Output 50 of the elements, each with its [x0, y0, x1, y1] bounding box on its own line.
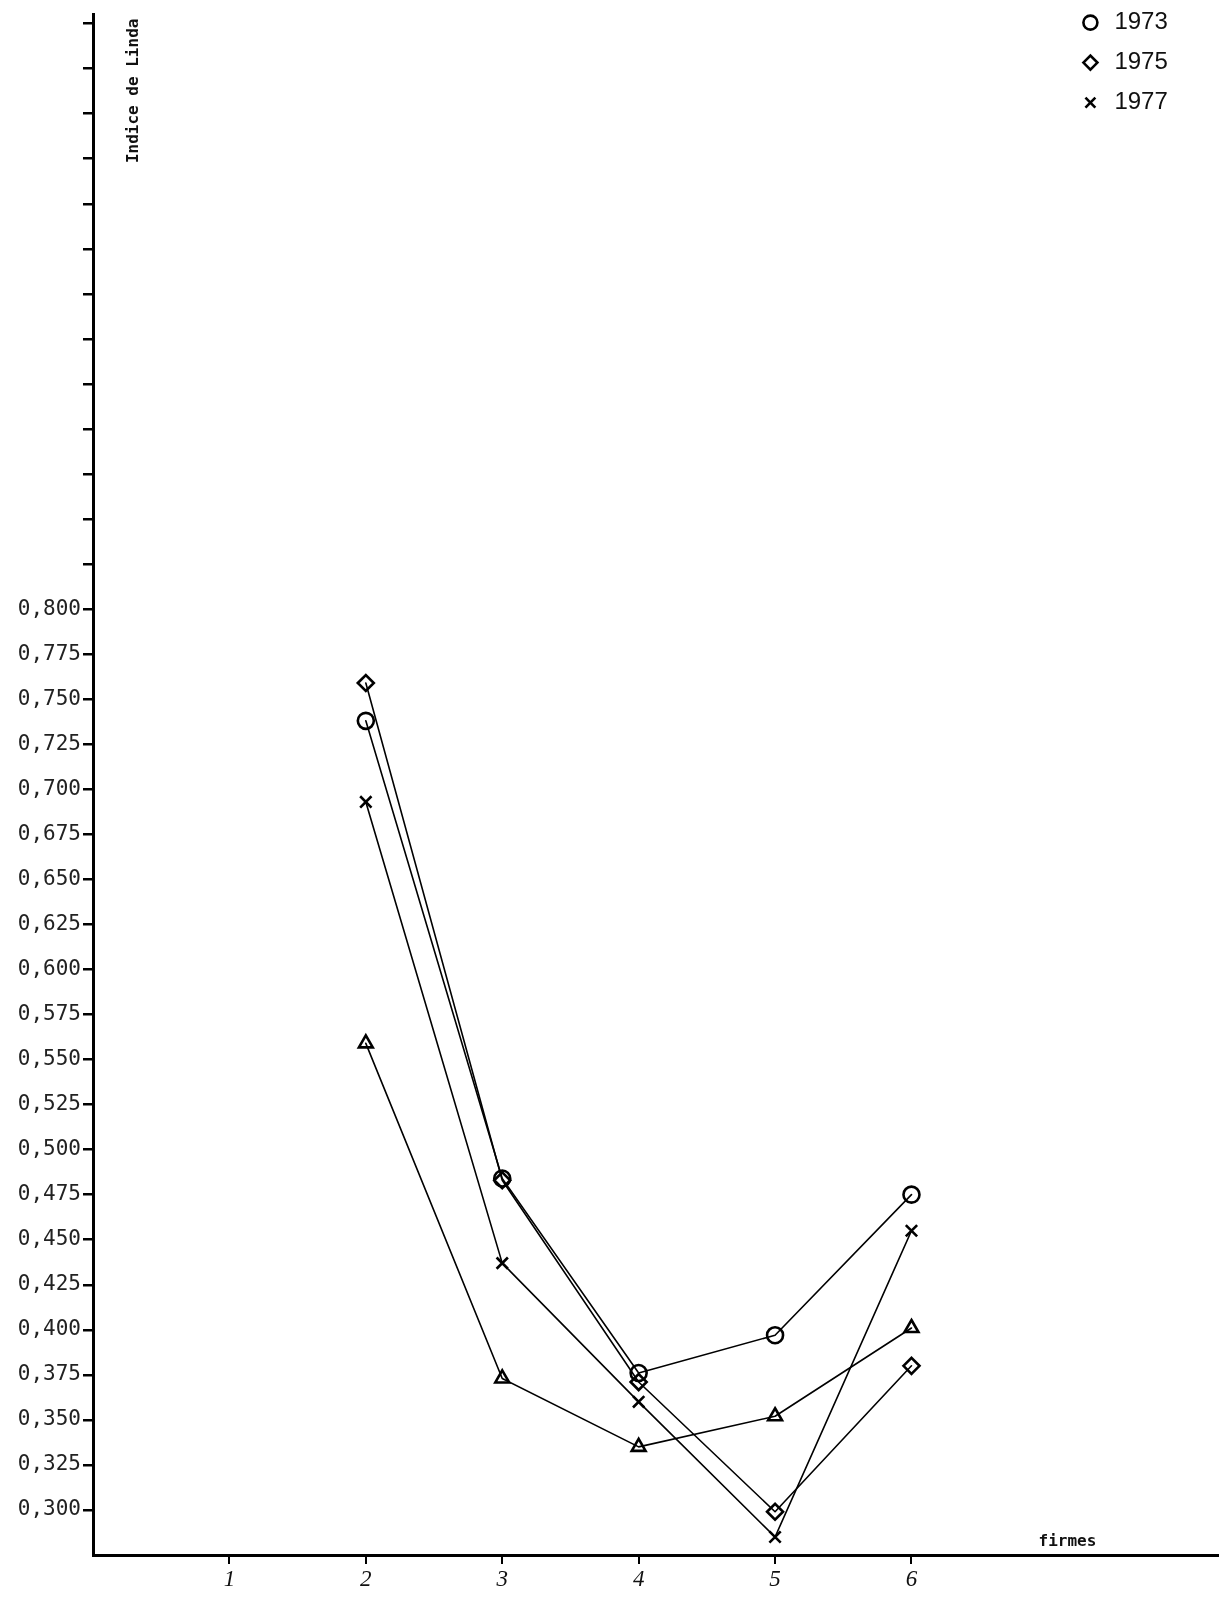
y-tick-label: 0,750	[17, 685, 81, 710]
y-tick-label: 0,575	[17, 1000, 81, 1025]
y-tick-label: 0,375	[17, 1361, 81, 1386]
point	[765, 1502, 785, 1522]
point	[902, 1356, 921, 1376]
y-tick-label: 0,775	[17, 640, 81, 665]
y-tick-label: 0,800	[17, 595, 81, 620]
y-tick-label: 0,425	[17, 1271, 81, 1296]
x-tick-label: 6	[905, 1565, 918, 1591]
point	[766, 1406, 784, 1422]
y-tick-label: 0,300	[17, 1496, 81, 1521]
x-tick-label: 3	[495, 1565, 508, 1591]
x-tick-label: 2	[360, 1565, 372, 1591]
y-tick-label: 0,625	[17, 910, 81, 935]
x-tick-label: 1	[223, 1565, 236, 1591]
point	[904, 1223, 919, 1238]
point	[630, 1437, 647, 1453]
point	[765, 1325, 785, 1345]
y-tick-label: 0,550	[17, 1046, 81, 1070]
point	[629, 1372, 648, 1392]
point	[356, 711, 376, 731]
y-tick-label: 0,500	[17, 1136, 81, 1161]
x-tick-label: 5	[769, 1565, 781, 1591]
y-tick-label: 0,525	[17, 1091, 81, 1116]
point	[494, 1369, 511, 1384]
x-axis-title: firmes	[1038, 1531, 1097, 1551]
point	[358, 794, 373, 809]
y-tick-label: 0,650	[17, 865, 81, 890]
point	[629, 1363, 648, 1383]
x-tick-label: 4	[632, 1565, 645, 1591]
y-tick-label: 0,700	[17, 775, 81, 800]
point	[903, 1318, 920, 1334]
y-tick-label: 0,325	[17, 1451, 81, 1476]
legend-label: 1975	[1114, 47, 1168, 75]
point	[357, 1034, 375, 1049]
point	[631, 1394, 646, 1409]
y-tick-label: 0,725	[17, 730, 81, 755]
point	[768, 1530, 783, 1544]
point	[902, 1185, 921, 1204]
y-tick-label: 0,350	[17, 1406, 81, 1431]
point	[495, 1256, 510, 1271]
legend-label: 1977	[1114, 87, 1168, 115]
point	[356, 673, 376, 693]
y-axis-title: Indice de Linda	[123, 18, 143, 164]
y-tick-label: 0,475	[17, 1181, 81, 1206]
y-tick-label: 0,450	[17, 1226, 81, 1251]
legend-label: 1973	[1114, 7, 1168, 35]
y-tick-label: 0,400	[17, 1316, 81, 1341]
y-tick-label: 0,675	[17, 820, 81, 845]
y-tick-label: 0,600	[17, 955, 81, 980]
